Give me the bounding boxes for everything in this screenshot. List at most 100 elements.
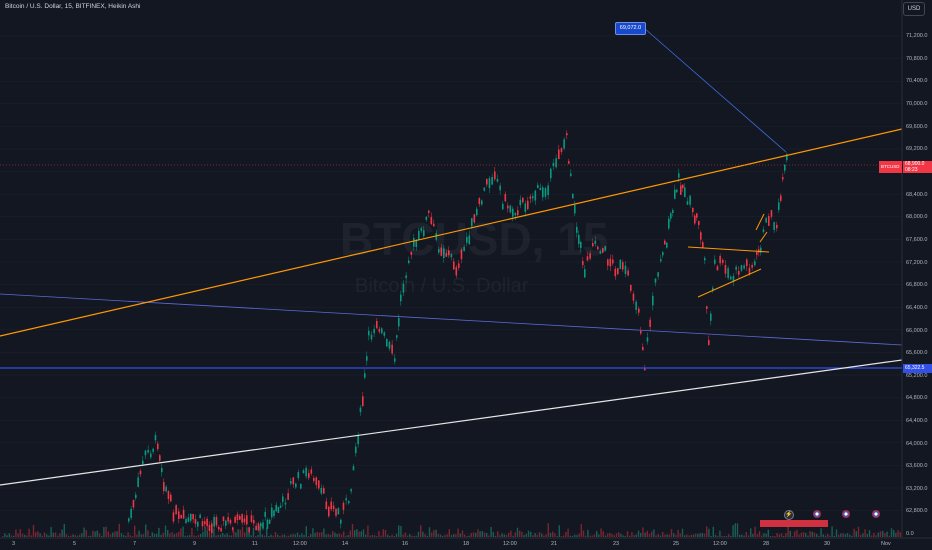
candle-body bbox=[537, 184, 539, 189]
currency-button[interactable]: USD bbox=[903, 2, 925, 16]
candle-body bbox=[478, 198, 481, 205]
volume-bar bbox=[679, 533, 681, 537]
candle-body bbox=[273, 510, 275, 517]
small-channel-line[interactable] bbox=[759, 231, 768, 243]
volume-bar bbox=[670, 529, 673, 537]
volume-bar bbox=[402, 534, 404, 537]
volume-bar bbox=[208, 534, 211, 537]
volume-bar bbox=[512, 535, 514, 537]
resistance-trendline[interactable] bbox=[0, 128, 903, 337]
volume-bar bbox=[582, 530, 585, 537]
volume-bar bbox=[290, 534, 292, 537]
candle-body bbox=[175, 505, 177, 515]
candle-body bbox=[337, 508, 340, 515]
hline-price-badge[interactable]: 65,322.5 bbox=[903, 364, 932, 373]
volume-bar bbox=[734, 523, 736, 537]
candle-body bbox=[159, 455, 161, 461]
candle-body bbox=[640, 330, 642, 334]
candle-body bbox=[391, 344, 393, 354]
candle-body bbox=[719, 255, 721, 264]
volume-bar bbox=[640, 532, 642, 537]
candle-body bbox=[430, 216, 433, 225]
volume-bar bbox=[602, 531, 604, 537]
volume-bar bbox=[807, 535, 809, 537]
candle-body bbox=[602, 248, 604, 253]
volume-bar bbox=[28, 528, 30, 537]
volume-bar bbox=[853, 528, 855, 537]
candle-body bbox=[445, 253, 448, 257]
volume-bar bbox=[387, 534, 389, 537]
volume-bar bbox=[72, 534, 74, 537]
volume-bar bbox=[501, 533, 503, 537]
candle-body bbox=[670, 213, 672, 219]
current-price-badge[interactable]: 68,900.0 08:23 bbox=[903, 161, 932, 173]
volume-bar bbox=[646, 530, 648, 537]
candle-body bbox=[229, 519, 232, 524]
volume-bar bbox=[479, 531, 481, 537]
volume-bar bbox=[294, 534, 296, 537]
candle-body bbox=[558, 149, 560, 160]
candle-body bbox=[440, 247, 443, 256]
candle-body bbox=[574, 204, 576, 214]
flag-us-icon[interactable] bbox=[813, 510, 821, 518]
candle-body bbox=[271, 507, 273, 518]
volume-bar bbox=[554, 533, 556, 537]
time-label: 5 bbox=[73, 541, 77, 547]
small-channel-line[interactable] bbox=[755, 213, 765, 231]
volume-bar bbox=[182, 526, 184, 537]
volume-bar bbox=[455, 534, 457, 537]
current-price: 68,900.0 bbox=[905, 161, 925, 167]
volume-bar bbox=[695, 533, 697, 537]
candle-body bbox=[455, 267, 458, 276]
candle-body bbox=[190, 513, 192, 521]
callout-pointer bbox=[643, 27, 787, 153]
candle-body bbox=[735, 266, 737, 270]
volume-bar bbox=[772, 535, 774, 537]
volume-bar bbox=[609, 532, 611, 537]
candle-body bbox=[612, 259, 614, 264]
volume-bar bbox=[778, 534, 780, 537]
volume-bar bbox=[32, 524, 35, 537]
flag-us-icon[interactable] bbox=[842, 510, 850, 518]
volume-bar bbox=[754, 526, 756, 537]
volume-bar bbox=[637, 530, 640, 537]
descending-trendline[interactable] bbox=[0, 293, 903, 346]
volume-bar bbox=[360, 531, 362, 537]
candle-body bbox=[471, 218, 473, 227]
flag-bottom-line[interactable] bbox=[697, 268, 762, 298]
volume-bar bbox=[50, 527, 52, 537]
candle-body bbox=[458, 263, 460, 268]
candle-body bbox=[157, 443, 159, 450]
volume-bar bbox=[156, 533, 158, 537]
volume-bar bbox=[411, 535, 413, 537]
candle-body bbox=[776, 224, 778, 229]
volume-bar bbox=[725, 535, 728, 537]
flag-top-line[interactable] bbox=[687, 246, 770, 253]
volume-bar bbox=[37, 531, 39, 537]
candle-body bbox=[580, 241, 582, 249]
candle-body bbox=[630, 285, 632, 291]
price-callout[interactable]: 69,072.0 bbox=[615, 22, 646, 35]
volume-bar bbox=[571, 535, 574, 537]
volume-bar bbox=[116, 531, 118, 537]
candle-body bbox=[378, 328, 381, 332]
volume-bar bbox=[589, 535, 591, 537]
candle-body bbox=[708, 340, 710, 346]
volume-bar bbox=[706, 526, 708, 537]
candle-body bbox=[724, 265, 727, 274]
volume-bar bbox=[596, 530, 598, 537]
candle-body bbox=[199, 514, 201, 519]
flag-us-icon[interactable] bbox=[872, 510, 880, 518]
candle-body bbox=[710, 313, 712, 321]
candle-body bbox=[572, 193, 574, 199]
ascending-support-line[interactable] bbox=[0, 359, 903, 486]
candle-body bbox=[211, 523, 213, 534]
volume-bar bbox=[813, 532, 816, 537]
candle-body bbox=[362, 396, 364, 407]
candle-body bbox=[463, 246, 465, 251]
candle-body bbox=[746, 259, 748, 267]
candle-body bbox=[644, 367, 646, 371]
lightning-icon[interactable]: ⚡ bbox=[784, 510, 794, 520]
candle-body bbox=[348, 501, 350, 504]
